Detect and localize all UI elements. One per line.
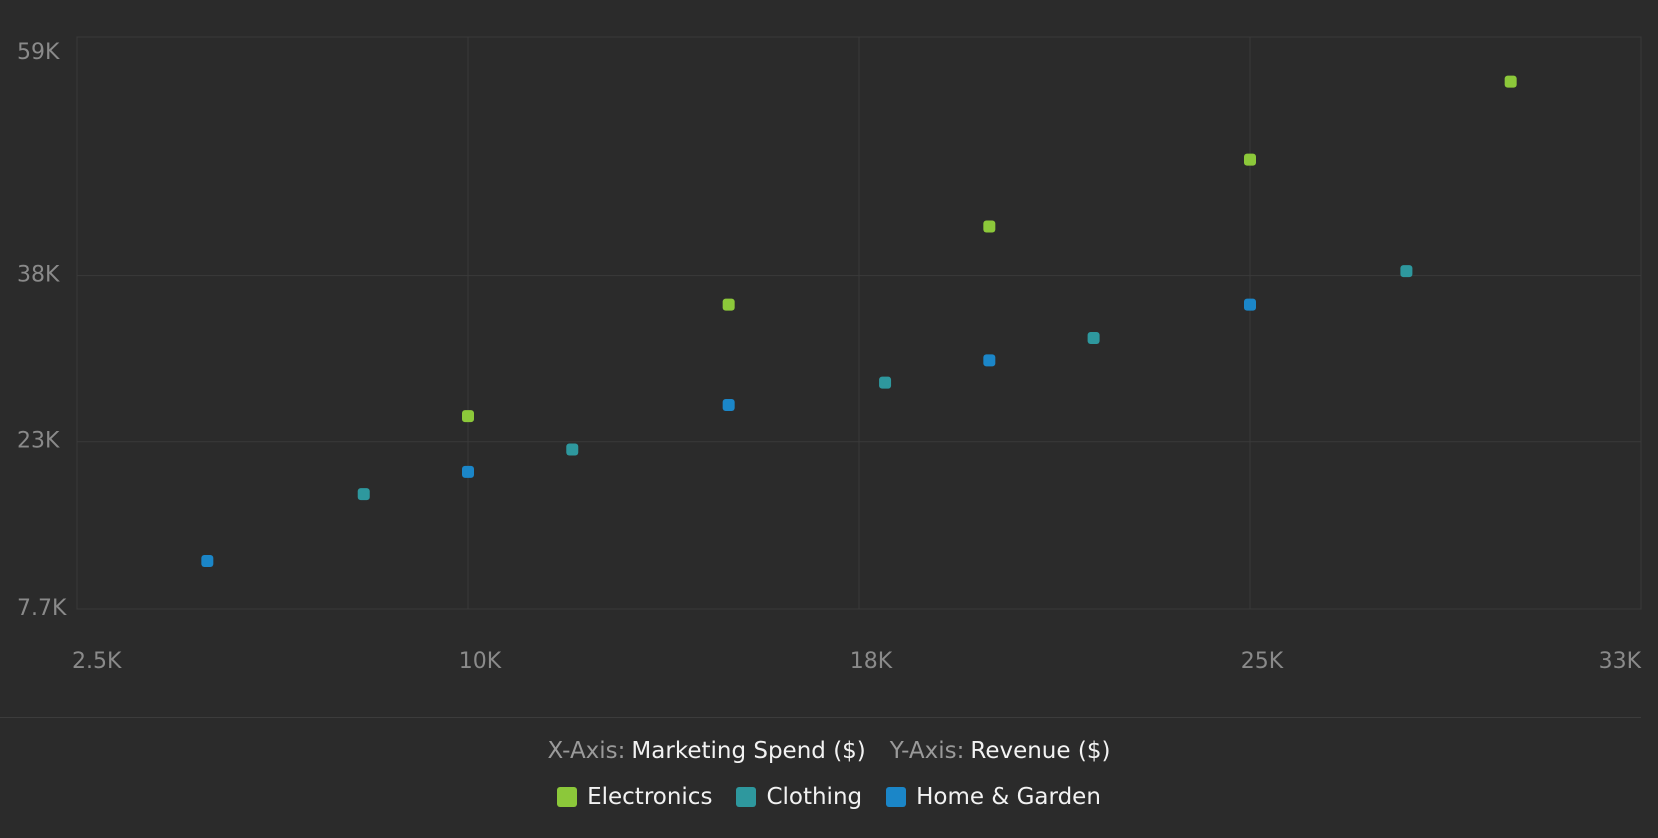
- point: [983, 220, 996, 233]
- x-tick-label: 25K: [1241, 649, 1284, 674]
- legend-item: Clothing: [736, 784, 862, 810]
- point: [462, 465, 474, 478]
- point: [722, 398, 735, 411]
- x-tick-label: 10K: [459, 649, 502, 674]
- legend: Electronics Clothing Home & Garden: [0, 784, 1658, 810]
- point: [357, 488, 370, 501]
- x-label: Marketing Spend ($): [631, 738, 866, 764]
- legend-item: Home & Garden: [886, 784, 1101, 810]
- legend-label: Home & Garden: [916, 784, 1101, 810]
- legend-swatch: [886, 787, 907, 807]
- legend-label: Electronics: [587, 784, 713, 810]
- point: [722, 298, 735, 311]
- legend-swatch: [736, 787, 757, 807]
- x-tick-label: 18K: [850, 649, 893, 674]
- y-axis-info: Y-Axis: Revenue ($): [890, 738, 1111, 764]
- point: [1400, 265, 1413, 278]
- point: [462, 410, 474, 423]
- point: [1504, 75, 1517, 88]
- point: [879, 376, 892, 389]
- y-tick-label: 7.7K: [17, 596, 67, 621]
- point: [983, 354, 996, 367]
- x-tick-label: 33K: [1599, 649, 1642, 674]
- point: [1244, 298, 1256, 311]
- x-prefix: X-Axis:: [547, 738, 626, 764]
- y-tick-label: 38K: [17, 263, 60, 288]
- legend-item: Electronics: [557, 784, 712, 810]
- x-axis-info: X-Axis: Marketing Spend ($): [548, 738, 866, 764]
- x-tick-label: 2.5K: [72, 649, 122, 674]
- y-tick-label: 23K: [17, 429, 60, 454]
- axis-labels: X-Axis: Marketing Spend ($) Y-Axis: Revenu…: [0, 738, 1658, 764]
- legend-swatch: [557, 787, 578, 807]
- y-tick-label: 59K: [17, 40, 60, 65]
- chart: 7.7K 23K 38K 59K 2.5K 10K 18K 25K 33K: [17, 36, 1642, 674]
- separator: [0, 717, 1641, 718]
- point: [1244, 153, 1256, 166]
- point: [201, 555, 214, 568]
- legend-label: Clothing: [766, 784, 863, 810]
- y-prefix: Y-Axis:: [889, 738, 965, 764]
- point: [566, 443, 579, 456]
- y-label: Revenue ($): [970, 738, 1111, 764]
- point: [1087, 332, 1100, 345]
